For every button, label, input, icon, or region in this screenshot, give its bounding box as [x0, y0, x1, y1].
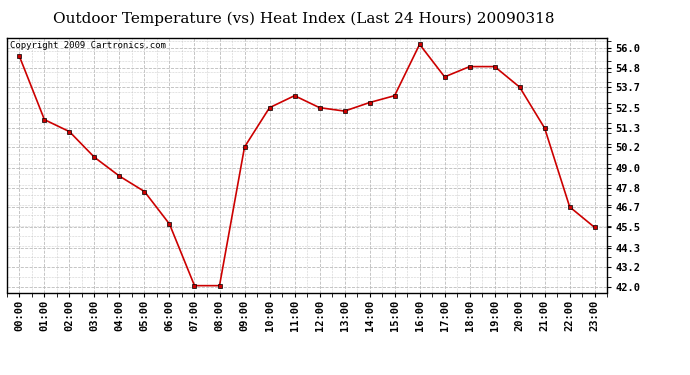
Text: Copyright 2009 Cartronics.com: Copyright 2009 Cartronics.com	[10, 41, 166, 50]
Text: Outdoor Temperature (vs) Heat Index (Last 24 Hours) 20090318: Outdoor Temperature (vs) Heat Index (Las…	[53, 11, 554, 26]
